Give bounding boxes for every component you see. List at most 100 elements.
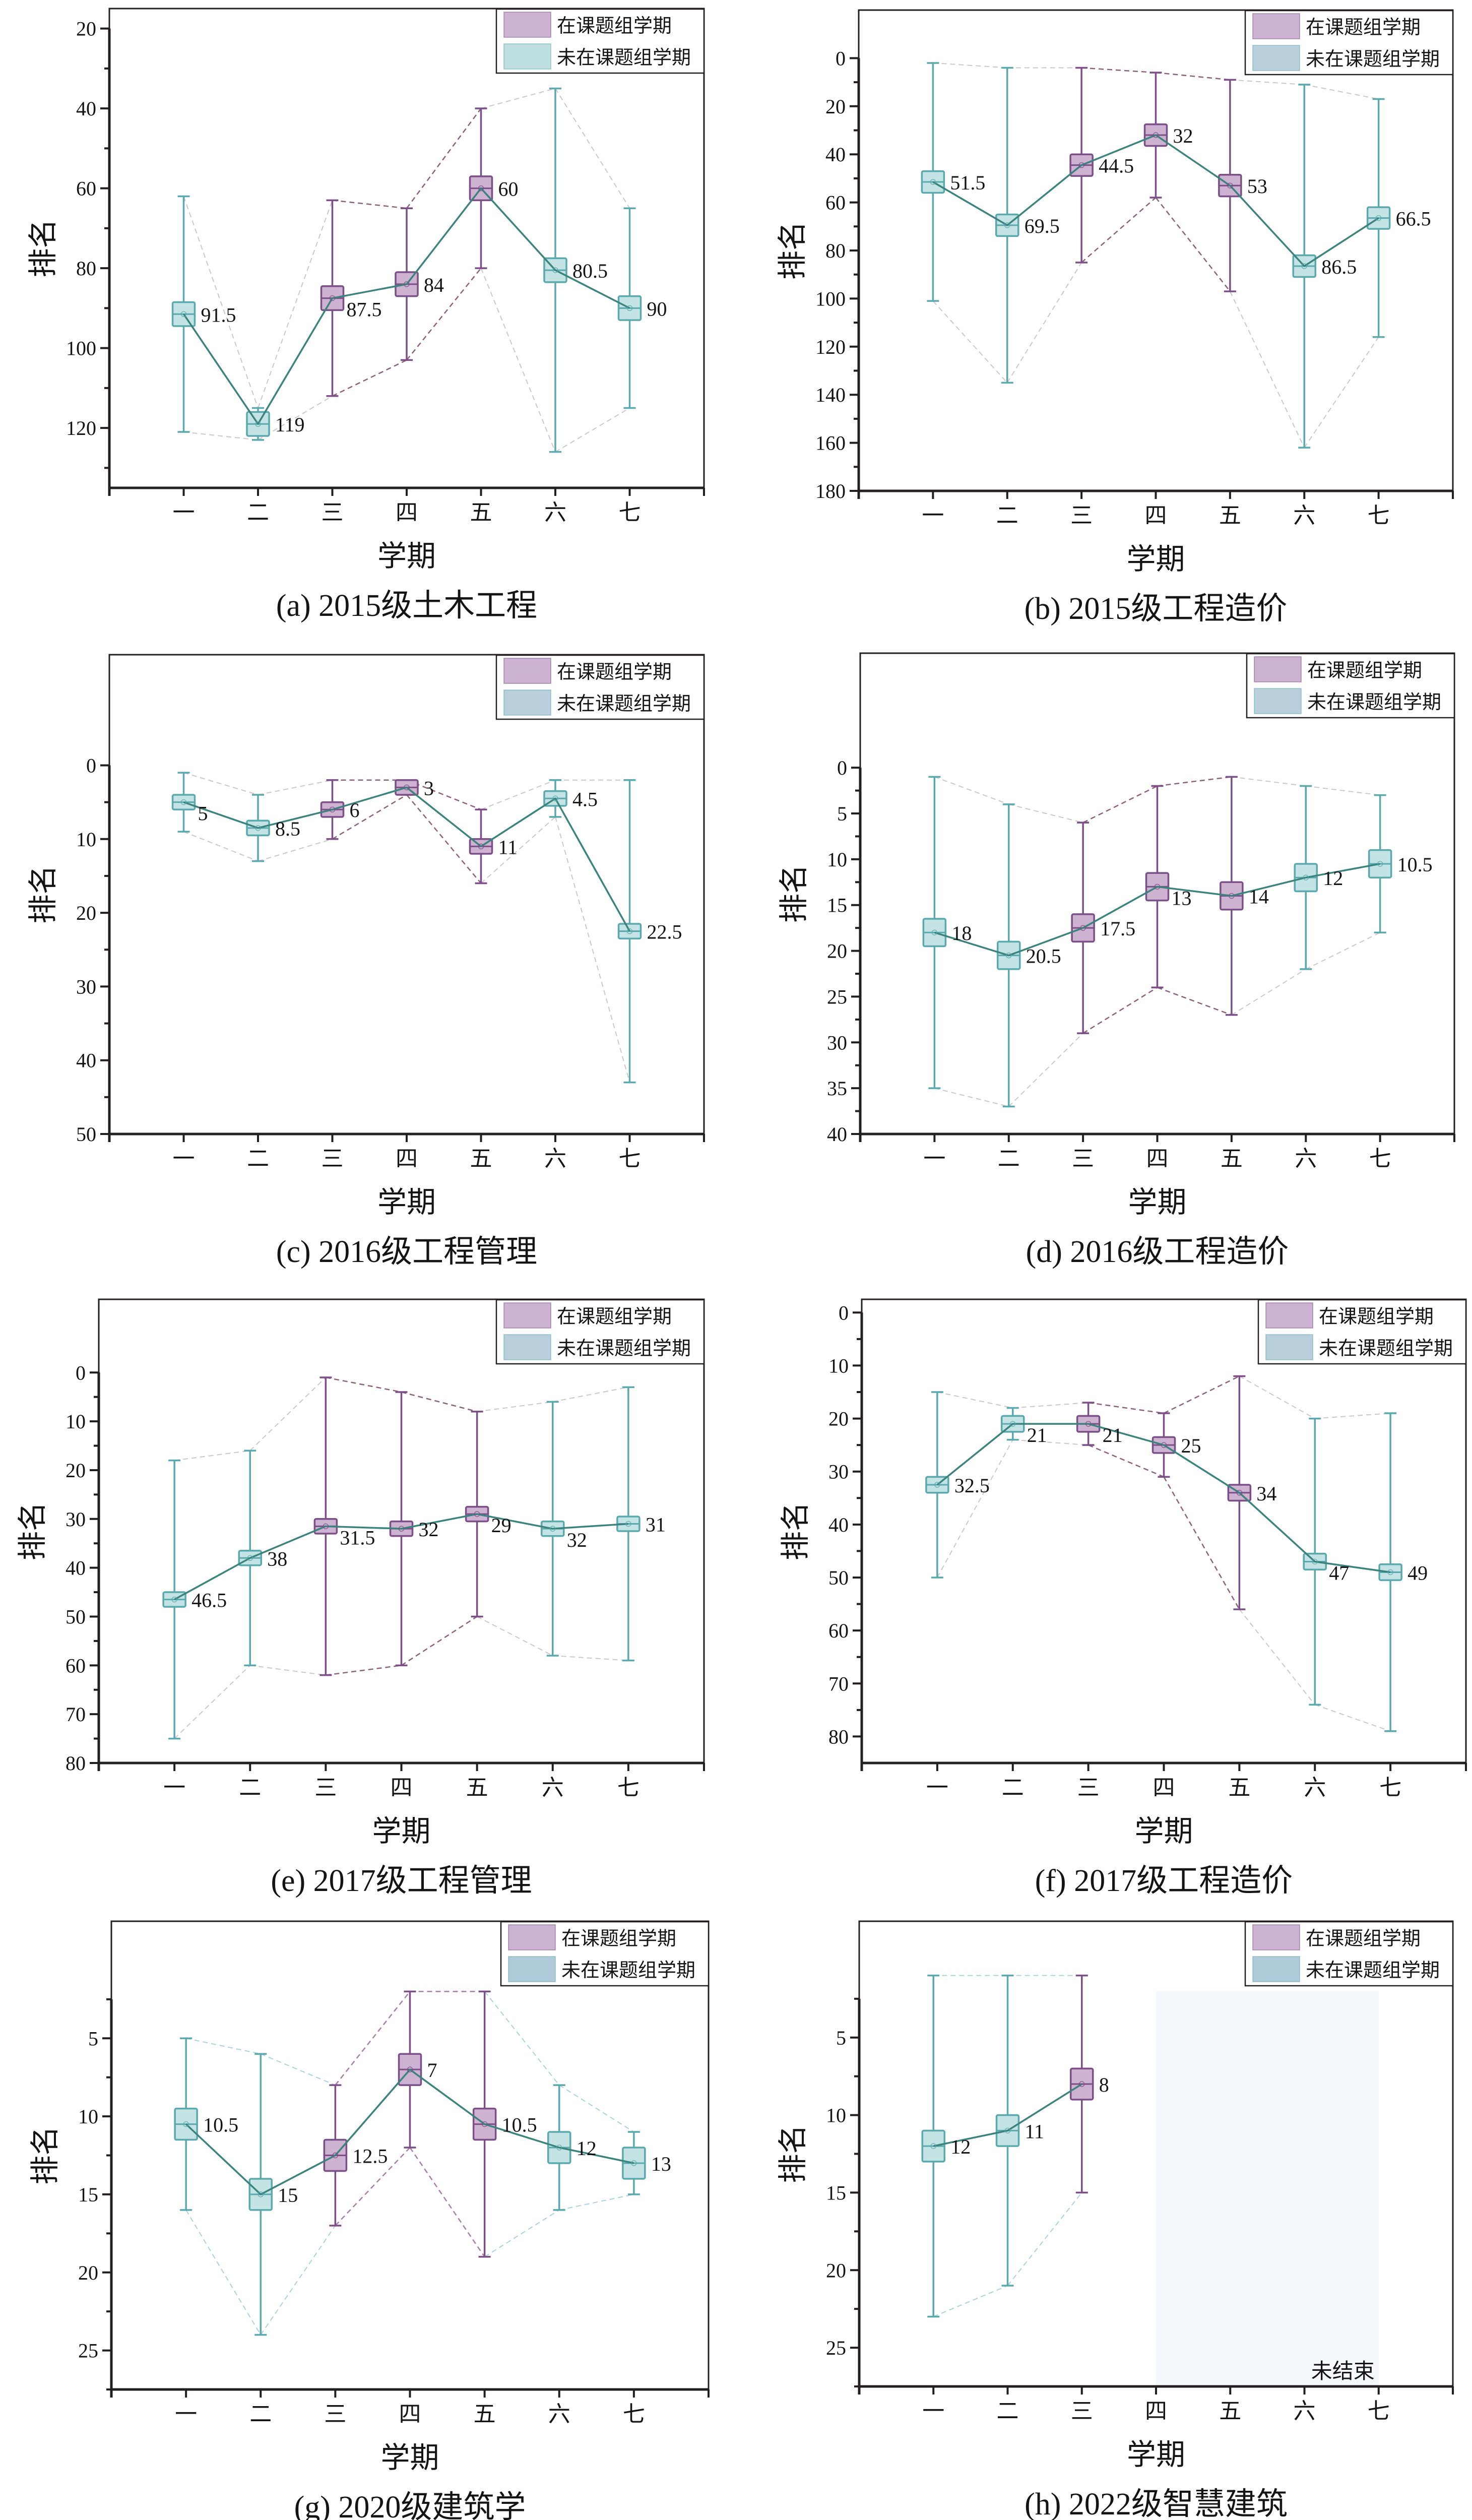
worst-rank-range-line bbox=[484, 2210, 560, 2257]
median-marker bbox=[931, 929, 938, 935]
axes-layer: 5 10 15 20 25 一 二 三 四 五 六 七学期 排名 (h) 2022级智慧建筑 bbox=[776, 1920, 1454, 2520]
x-tick-label: 二 bbox=[996, 503, 1018, 529]
best-rank-range-line bbox=[185, 2038, 261, 2055]
data-label: 29 bbox=[491, 1514, 511, 1537]
worst-rank-range-line bbox=[552, 1655, 628, 1661]
x-tick-label: 一 bbox=[175, 2402, 197, 2427]
best-rank-range-line bbox=[260, 2053, 336, 2086]
y-tick-label: 70 bbox=[66, 1703, 86, 1726]
legend-label-in-group: 在课题组学期 bbox=[557, 661, 672, 683]
median-marker bbox=[332, 2152, 339, 2159]
x-tick-label: 五 bbox=[1221, 1146, 1243, 1172]
median-marker bbox=[631, 2160, 637, 2166]
data-label: 32 bbox=[567, 1529, 587, 1551]
best-rank-range-line bbox=[1304, 84, 1379, 100]
worst-rank-range-line bbox=[932, 300, 1008, 384]
data-label: 69.5 bbox=[1025, 215, 1060, 237]
y-tick-label: 25 bbox=[827, 985, 847, 1008]
y-tick-label: 60 bbox=[76, 177, 96, 200]
range-lines-layer bbox=[936, 1375, 1391, 1732]
y-tick-label: 40 bbox=[828, 1514, 849, 1536]
trend-layer: 32.5 21 21 25 34 47 49 bbox=[934, 1421, 1428, 1584]
y-tick-label: 20 bbox=[66, 1459, 86, 1482]
chart-a: 91.5 119 87.5 84 60 80.5 90 20 40 60 80 100 120 一 二 三 四 五… bbox=[26, 8, 705, 623]
y-tick-label: 0 bbox=[839, 1301, 849, 1324]
panel-h: 未结束 12 11 8 5 10 15 20 25 一 二 三 四 五 六 七学期 排名 (h) 2022级智慧建… bbox=[736, 1905, 1472, 2520]
pending-region bbox=[1156, 1991, 1379, 2386]
y-tick-label: 40 bbox=[827, 1123, 847, 1146]
median-marker bbox=[247, 1555, 253, 1561]
y-tick-label: 35 bbox=[827, 1077, 847, 1100]
best-rank-range-line bbox=[484, 1991, 560, 2086]
data-label: 7 bbox=[427, 2059, 437, 2082]
worst-rank-range-line bbox=[1314, 1704, 1391, 1732]
figure-caption: (e) 2017级工程管理 bbox=[271, 1864, 532, 1898]
legend-swatch-not-in-group bbox=[503, 1334, 551, 1360]
y-tick-label: 30 bbox=[76, 975, 96, 998]
median-trend-line bbox=[174, 1513, 628, 1601]
data-label: 20.5 bbox=[1026, 945, 1061, 968]
legend-label-not-in-group: 未在课题组学期 bbox=[557, 692, 691, 715]
data-label: 32.5 bbox=[954, 1474, 990, 1497]
y-tick-label: 20 bbox=[76, 902, 96, 924]
y-tick-label: 5 bbox=[837, 802, 847, 825]
median-marker bbox=[1375, 215, 1382, 221]
median-trend-line bbox=[934, 863, 1380, 957]
data-label: 32 bbox=[1173, 124, 1193, 147]
median-marker bbox=[552, 267, 558, 273]
best-rank-range-line bbox=[1008, 803, 1083, 824]
x-tick-label: 五 bbox=[466, 1775, 488, 1801]
data-label: 21 bbox=[1027, 1424, 1047, 1446]
x-tick-label: 二 bbox=[247, 500, 269, 526]
y-tick-label: 25 bbox=[78, 2340, 98, 2362]
x-tick-label: 一 bbox=[922, 2399, 944, 2424]
panel-c: 5 8.5 6 3 11 4.5 22.5 0 10 20 30 40 50 一 二 三 四 五 六 七学期 排名 (c)… bbox=[0, 635, 736, 1270]
best-rank-range-line bbox=[1156, 72, 1230, 81]
worst-rank-range-line bbox=[480, 268, 556, 453]
median-trend-line bbox=[183, 786, 631, 932]
median-marker bbox=[481, 2121, 488, 2127]
median-marker bbox=[329, 295, 336, 301]
median-marker bbox=[474, 1511, 480, 1517]
median-marker bbox=[255, 825, 261, 831]
data-label: 21 bbox=[1103, 1424, 1123, 1446]
axes-layer: 0 5 10 15 20 25 30 35 40 一 二 三 四 五 六 七学期 排名 (d) 2016级工程造价 bbox=[777, 652, 1455, 1269]
best-rank-range-line bbox=[555, 88, 630, 209]
worst-rank-range-line bbox=[185, 2210, 262, 2336]
chart-g: 10.5 15 12.5 7 10.5 12 13 5 10 15 20 25 一 二 三 四 五 六 七学期 排名 (… bbox=[28, 1920, 710, 2520]
chart-d: 18 20.5 17.5 13 14 12 10.5 0 5 10 15 20 25 30 35 40 一 二 三 四… bbox=[777, 652, 1455, 1269]
y-tick-label: 20 bbox=[78, 2261, 98, 2284]
x-tick-label: 六 bbox=[542, 1775, 564, 1801]
x-tick-label: 四 bbox=[396, 500, 418, 526]
chart-f: 32.5 21 21 25 34 47 49 0 10 20 30 40 50 60 70 80 一 二 三 四 五 六 七… bbox=[778, 1298, 1467, 1898]
legend-label-not-in-group: 未在课题组学期 bbox=[1306, 1959, 1440, 1981]
data-label: 51.5 bbox=[950, 171, 985, 194]
median-marker bbox=[1006, 952, 1012, 959]
data-label: 66.5 bbox=[1396, 208, 1431, 230]
data-label: 5 bbox=[198, 802, 208, 825]
legend-label-not-in-group: 未在课题组学期 bbox=[557, 1337, 691, 1359]
y-tick-label: 100 bbox=[815, 287, 846, 310]
x-tick-label: 五 bbox=[1219, 503, 1241, 529]
data-label: 10.5 bbox=[203, 2114, 238, 2136]
legend-label-in-group: 在课题组学期 bbox=[1319, 1305, 1434, 1328]
data-label: 4.5 bbox=[572, 788, 598, 810]
x-axis-title: 学期 bbox=[372, 1814, 430, 1848]
worst-rank-range-line bbox=[1239, 1609, 1316, 1705]
best-rank-range-line bbox=[335, 1991, 411, 2086]
x-tick-label: 四 bbox=[391, 1775, 413, 1801]
x-axis-title: 学期 bbox=[377, 539, 436, 573]
data-label: 46.5 bbox=[191, 1589, 227, 1612]
data-label: 34 bbox=[1256, 1482, 1276, 1505]
median-marker bbox=[1080, 925, 1086, 931]
boxplot-not-in-group bbox=[921, 1974, 945, 2318]
best-rank-range-line bbox=[1163, 1375, 1240, 1414]
data-label: 11 bbox=[498, 836, 518, 858]
y-axis-title: 排名 bbox=[26, 219, 60, 277]
median-marker bbox=[1312, 1558, 1318, 1565]
worst-rank-range-line bbox=[1304, 337, 1379, 448]
range-lines-layer bbox=[185, 1991, 634, 2336]
median-trend-line bbox=[932, 134, 1379, 267]
worst-rank-range-line bbox=[936, 1439, 1013, 1578]
y-axis-title: 排名 bbox=[26, 865, 60, 923]
